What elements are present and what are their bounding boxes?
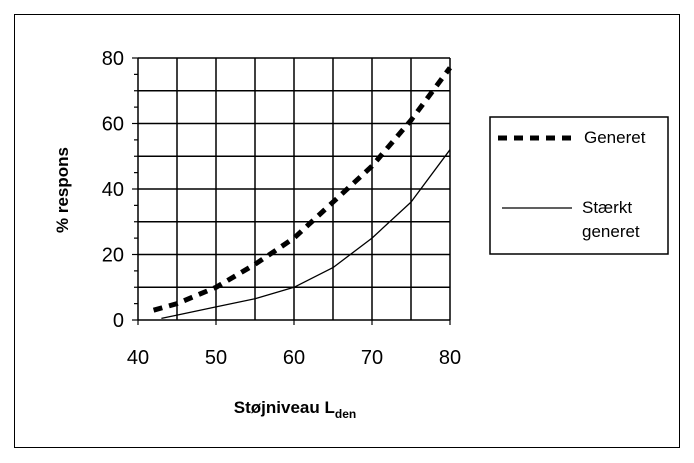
legend-label-generet: Generet (584, 128, 646, 147)
series-line-staerkt-generet (161, 149, 451, 320)
series-lines (152, 66, 453, 320)
series-line-generet (152, 66, 453, 313)
axes (132, 57, 451, 325)
x-tick-label-40: 40 (127, 347, 149, 369)
x-axis-title-main: Støjniveau L (234, 398, 335, 417)
legend-label-line-1: Stærkt (582, 198, 632, 217)
legend-label-staerkt-generet: Stærkt generet (582, 198, 640, 241)
y-tick-label-40: 40 (102, 179, 124, 201)
x-axis-title: Støjniveau Lden (234, 398, 356, 421)
x-tick-label-70: 70 (361, 347, 383, 369)
y-tick-label-20: 20 (102, 245, 124, 267)
x-tick-label-50: 50 (205, 347, 227, 369)
x-axis-title-subscript: den (335, 407, 356, 421)
legend-label-line-2: generet (582, 222, 640, 241)
y-tick-label-0: 0 (113, 310, 124, 332)
grid-lines (138, 57, 451, 320)
x-tick-label-60: 60 (283, 347, 305, 369)
x-tick-label-80: 80 (439, 347, 461, 369)
y-tick-label-60: 60 (102, 114, 124, 136)
tick-labels: 0 20 40 60 80 40 50 60 70 80 (102, 48, 461, 369)
y-tick-label-80: 80 (102, 48, 124, 70)
y-axis-title: % respons (53, 147, 72, 233)
